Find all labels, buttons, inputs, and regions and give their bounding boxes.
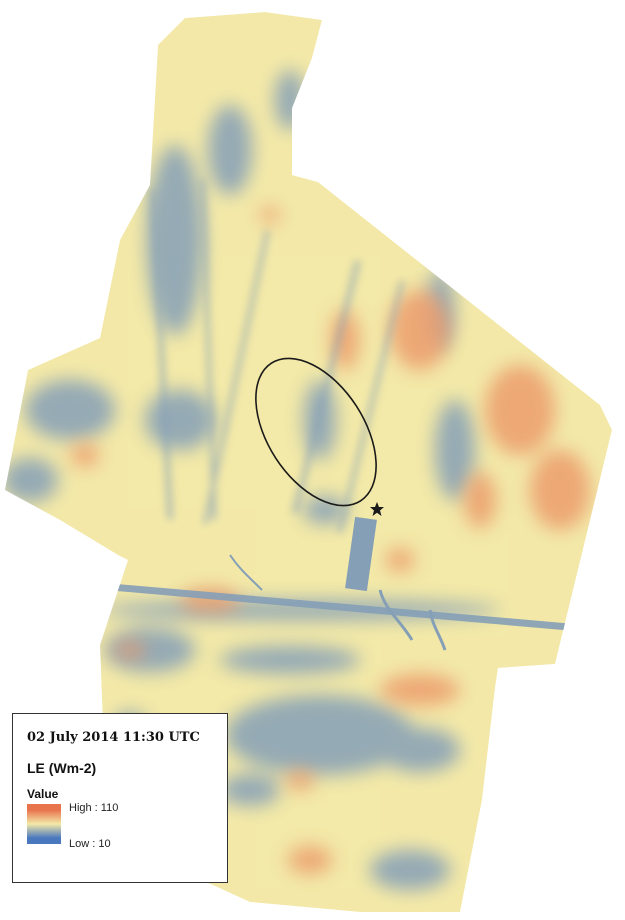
footprint-ellipse	[255, 357, 377, 507]
field-raster	[5, 12, 612, 912]
legend-color-ramp	[27, 804, 61, 844]
star-icon	[370, 502, 384, 516]
legend-low-label: Low : 10	[69, 838, 111, 850]
legend-value-label: Value	[27, 787, 59, 801]
legend-high-label: High : 110	[69, 802, 119, 814]
legend-variable: LE (Wm-2)	[27, 760, 97, 776]
legend: 02 July 2014 11:30 UTC LE (Wm-2) Value H…	[12, 713, 228, 883]
legend-date: 02 July 2014 11:30 UTC	[27, 730, 200, 745]
